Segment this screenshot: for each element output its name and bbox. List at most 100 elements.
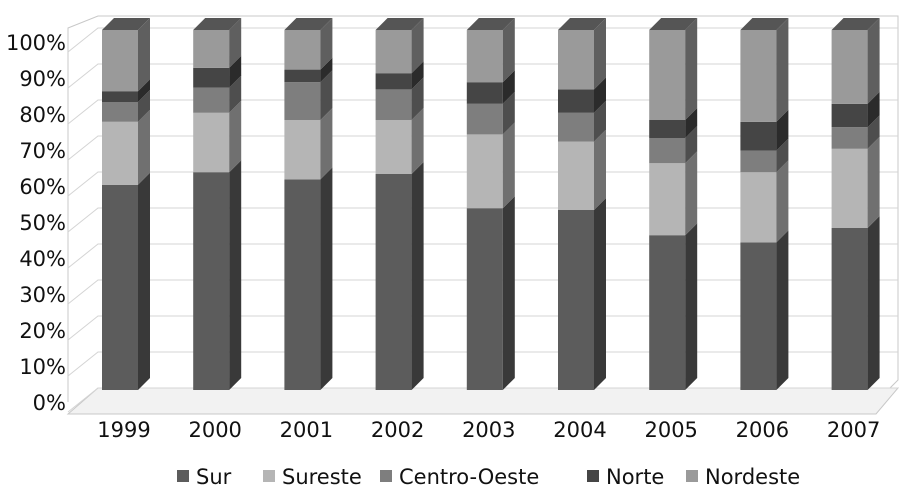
legend: Sur Sureste Centro-Oeste Norte Nordeste bbox=[177, 465, 800, 489]
back-wall bbox=[67, 15, 899, 403]
bar-segment bbox=[102, 172, 150, 390]
bar-front bbox=[102, 121, 138, 185]
legend-label: Nordeste bbox=[705, 465, 800, 489]
bar-front bbox=[466, 208, 503, 390]
bar-side bbox=[594, 129, 606, 210]
y-tick-label: 30% bbox=[19, 283, 66, 307]
bar-side bbox=[867, 216, 880, 390]
bar-side bbox=[776, 138, 789, 173]
y-tick-label: 20% bbox=[19, 319, 66, 343]
bar-front bbox=[649, 235, 686, 390]
x-tick-label: 2004 bbox=[553, 418, 606, 442]
bar-front bbox=[284, 82, 321, 120]
legend-swatch bbox=[177, 470, 189, 482]
bar-front bbox=[831, 228, 868, 390]
bar-segment bbox=[102, 18, 150, 92]
bar-side bbox=[229, 75, 242, 113]
bar-segment bbox=[284, 70, 333, 120]
bar-front bbox=[375, 89, 412, 120]
bar-front bbox=[102, 30, 138, 92]
y-tick-label: 70% bbox=[19, 139, 66, 163]
bar-side bbox=[502, 91, 515, 135]
bar-front bbox=[102, 184, 138, 390]
bar-segment bbox=[375, 61, 424, 90]
bar-top bbox=[284, 18, 333, 30]
bar-segment bbox=[831, 91, 880, 128]
bar-front bbox=[558, 112, 594, 142]
x-tick-label: 2003 bbox=[462, 418, 515, 442]
bar-segment bbox=[193, 18, 242, 68]
bar-segment bbox=[649, 126, 698, 164]
y-tick-label: 60% bbox=[19, 175, 66, 199]
bar-side bbox=[138, 109, 150, 185]
legend-swatch bbox=[380, 470, 392, 482]
bar-front bbox=[649, 163, 686, 236]
bar-front bbox=[284, 179, 321, 390]
bar-segment bbox=[466, 91, 515, 135]
bar-front bbox=[558, 30, 594, 90]
bar-segment bbox=[740, 109, 789, 151]
bar-segment bbox=[466, 18, 515, 83]
x-tick-label: 2001 bbox=[280, 418, 333, 442]
bar-side bbox=[138, 79, 150, 102]
bar-side bbox=[138, 18, 150, 92]
bar-side bbox=[229, 18, 242, 68]
legend-item: Norte bbox=[587, 465, 664, 489]
bar-side bbox=[594, 77, 606, 113]
bar-side bbox=[867, 91, 880, 128]
legend-item: Sureste bbox=[263, 465, 362, 489]
bar-side bbox=[320, 108, 333, 180]
bar-top bbox=[193, 18, 242, 30]
bar-top bbox=[375, 18, 424, 30]
x-tick-label: 2007 bbox=[827, 418, 880, 442]
bar-front bbox=[193, 67, 230, 88]
bar-side bbox=[411, 18, 424, 74]
legend-label: Sureste bbox=[282, 465, 362, 489]
bar-segment bbox=[831, 115, 880, 149]
bar-segment bbox=[193, 160, 242, 390]
bar-front bbox=[466, 82, 503, 104]
bar-side bbox=[776, 109, 789, 151]
bar-top bbox=[740, 18, 789, 30]
gridline bbox=[67, 387, 898, 413]
bar-side bbox=[502, 18, 515, 83]
bar-segment bbox=[740, 230, 789, 390]
bar-segment bbox=[193, 75, 242, 113]
bar-segment bbox=[102, 79, 150, 102]
y-tick-label: 50% bbox=[19, 211, 66, 235]
legend-label: Sur bbox=[196, 465, 232, 489]
bar-front bbox=[375, 73, 412, 90]
bar-front bbox=[740, 172, 777, 243]
y-tick-label: 100% bbox=[6, 31, 66, 55]
legend-label: Centro-Oeste bbox=[399, 465, 539, 489]
bar-side bbox=[138, 172, 150, 390]
bar-segment bbox=[649, 18, 698, 120]
y-tick-label: 10% bbox=[19, 355, 66, 379]
bar-side bbox=[229, 160, 242, 390]
gridline bbox=[67, 99, 898, 125]
bar-side bbox=[685, 126, 698, 164]
bar-front bbox=[284, 69, 321, 83]
y-axis-ticks: 0% 10% 20% 30% 40% 50% 60% 70% 80% 90% 100% bbox=[6, 31, 66, 415]
x-tick-label: 1999 bbox=[97, 418, 150, 442]
x-tick-label: 2000 bbox=[188, 418, 241, 442]
gridline bbox=[67, 279, 898, 305]
bar-side bbox=[229, 100, 242, 173]
bar-side bbox=[229, 55, 242, 88]
bar-front bbox=[740, 242, 777, 390]
gridline bbox=[67, 171, 898, 197]
legend-item: Nordeste bbox=[686, 465, 800, 489]
bar-side bbox=[320, 57, 333, 83]
floor bbox=[66, 387, 900, 415]
bar-side bbox=[502, 70, 515, 104]
bars bbox=[102, 18, 880, 390]
bar-segment bbox=[375, 162, 424, 390]
bar-top bbox=[466, 18, 515, 30]
bar-front bbox=[466, 30, 503, 83]
bar-front bbox=[102, 91, 138, 102]
x-tick-label: 2002 bbox=[371, 418, 424, 442]
bar-front bbox=[558, 141, 594, 210]
bar-front bbox=[740, 30, 777, 122]
bar-segment bbox=[375, 77, 424, 120]
